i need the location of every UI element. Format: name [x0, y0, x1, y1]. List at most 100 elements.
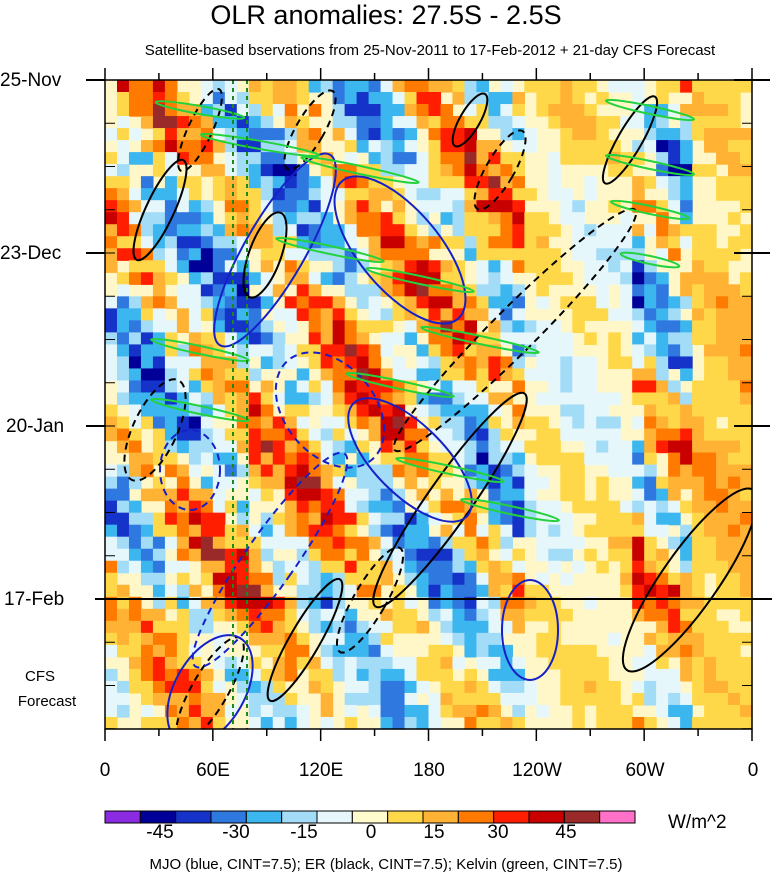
olr-cell	[320, 560, 334, 574]
olr-cell	[284, 524, 298, 538]
olr-cell	[200, 164, 214, 177]
olr-cell	[272, 512, 286, 526]
olr-cell	[344, 128, 358, 141]
olr-cell	[236, 428, 250, 442]
olr-cell	[656, 680, 669, 694]
olr-cell	[740, 704, 753, 718]
olr-cell	[500, 272, 513, 285]
olr-cell	[248, 296, 262, 309]
olr-cell	[308, 668, 322, 682]
olr-cell	[488, 560, 501, 574]
olr-cell	[632, 236, 645, 249]
olr-cell	[440, 296, 454, 309]
olr-cell	[728, 128, 741, 141]
olr-cell	[284, 404, 298, 418]
olr-cell	[152, 440, 166, 454]
olr-cell	[440, 104, 454, 117]
olr-cell	[164, 440, 178, 454]
olr-cell	[536, 356, 549, 370]
colorbar-tick-0: 0	[365, 822, 377, 843]
olr-cell	[260, 644, 274, 658]
olr-cell	[548, 536, 561, 550]
olr-cell	[572, 464, 585, 478]
olr-cell	[248, 128, 262, 141]
olr-cell	[140, 716, 154, 730]
olr-cell	[128, 152, 142, 165]
olr-cell	[380, 548, 394, 562]
olr-cell	[644, 272, 657, 285]
olr-cell	[440, 80, 454, 93]
olr-cell	[140, 380, 154, 394]
olr-cell	[332, 392, 346, 406]
olr-cell	[152, 368, 166, 382]
olr-cell	[392, 128, 406, 141]
colorbar	[104, 810, 636, 824]
olr-cell	[728, 140, 741, 153]
olr-cell	[248, 212, 262, 225]
olr-cell	[200, 500, 214, 514]
olr-cell	[464, 380, 478, 394]
olr-cell	[572, 392, 585, 406]
olr-cell	[428, 704, 442, 718]
olr-cell	[404, 704, 418, 718]
olr-cell	[116, 356, 130, 370]
olr-cell	[152, 428, 166, 442]
olr-cell	[140, 224, 154, 237]
olr-cell	[140, 572, 154, 586]
olr-cell	[140, 704, 154, 718]
olr-cell	[620, 164, 633, 177]
kelvin-contour	[420, 325, 540, 355]
olr-cell	[488, 320, 501, 333]
olr-cell	[176, 260, 190, 273]
olr-cell	[332, 344, 346, 358]
olr-cell	[716, 260, 729, 273]
olr-cell	[740, 380, 753, 394]
olr-cell	[392, 140, 406, 153]
olr-cell	[248, 188, 262, 201]
olr-cell	[644, 260, 657, 273]
olr-cell	[332, 404, 346, 418]
olr-cell	[692, 536, 705, 550]
olr-cell	[500, 716, 513, 730]
olr-cell	[380, 224, 394, 237]
olr-cell	[356, 656, 370, 670]
olr-cell	[416, 356, 430, 370]
olr-cell	[416, 716, 430, 730]
olr-cell	[272, 308, 286, 321]
olr-cell	[224, 248, 238, 261]
olr-cell	[272, 392, 286, 406]
olr-cell	[416, 236, 430, 249]
olr-cell	[105, 176, 118, 189]
olr-cell	[188, 584, 202, 598]
olr-cell	[428, 164, 442, 177]
olr-cell	[200, 512, 214, 526]
olr-cell	[140, 692, 154, 706]
olr-cell	[344, 92, 358, 105]
olr-cell	[188, 668, 202, 682]
olr-cell	[224, 536, 238, 550]
olr-cell	[188, 716, 202, 730]
olr-cell	[596, 140, 609, 153]
olr-cell	[632, 224, 645, 237]
olr-cell	[140, 632, 154, 646]
olr-cell	[320, 248, 334, 261]
olr-cell	[524, 128, 537, 141]
olr-cell	[716, 380, 729, 394]
olr-cell	[704, 668, 717, 682]
olr-cell	[116, 476, 130, 490]
olr-cell	[164, 320, 178, 333]
olr-cell	[440, 284, 454, 297]
olr-cell	[488, 260, 501, 273]
olr-cell	[524, 332, 537, 346]
olr-cell	[116, 692, 130, 706]
olr-cell	[512, 200, 525, 213]
olr-cell	[716, 332, 729, 346]
olr-cell	[680, 560, 693, 574]
olr-cell	[284, 92, 298, 105]
olr-cell	[260, 344, 274, 358]
olr-cell	[272, 704, 286, 718]
olr-cell	[440, 620, 454, 634]
olr-cell	[440, 584, 454, 598]
olr-cell	[452, 572, 466, 586]
olr-cell	[584, 548, 597, 562]
